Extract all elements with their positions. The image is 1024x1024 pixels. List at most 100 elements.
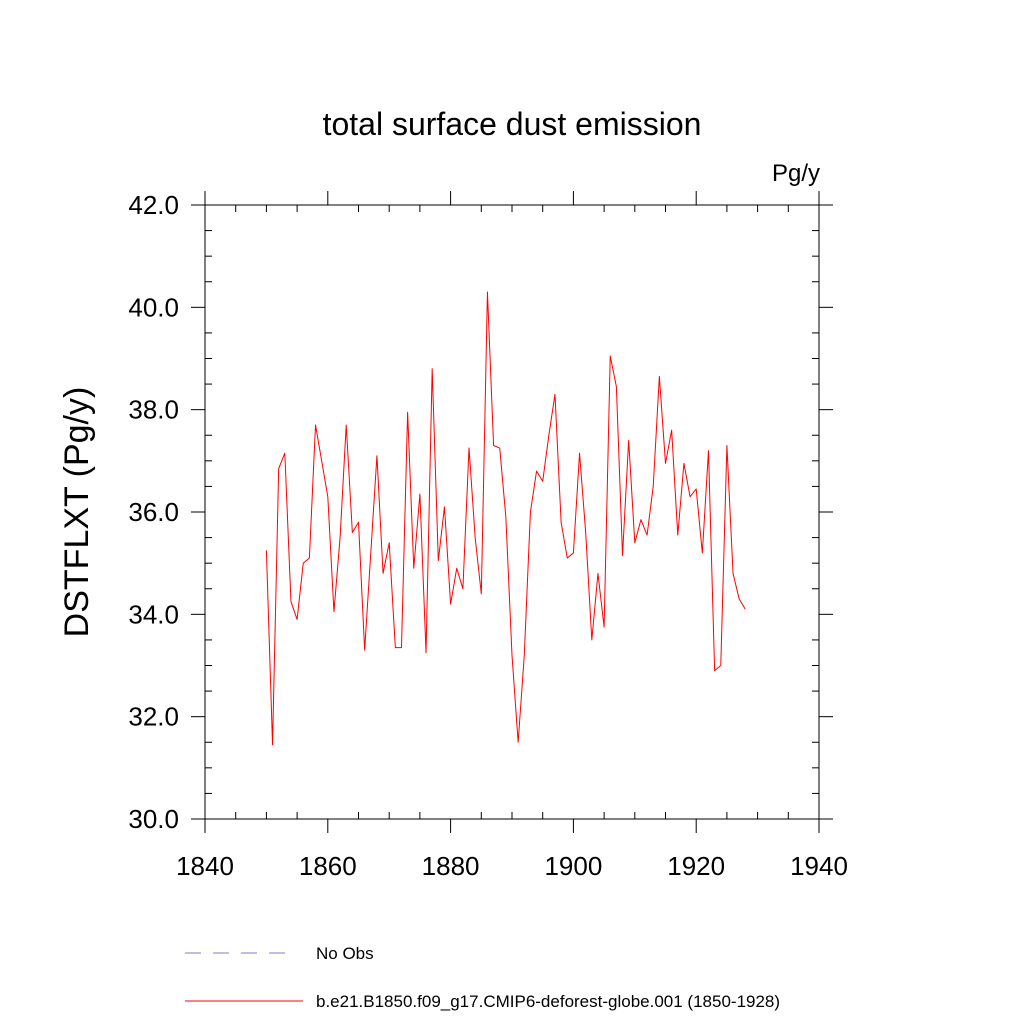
data-point-1874 (413, 567, 415, 569)
data-point-1927 (738, 598, 740, 600)
x-tick-label: 1860 (299, 851, 357, 881)
data-point-1908 (621, 554, 623, 556)
data-point-1868 (376, 455, 378, 457)
data-point-1863 (345, 424, 347, 426)
data-point-1895 (542, 480, 544, 482)
data-point-1915 (664, 462, 666, 464)
data-point-1866 (363, 649, 365, 651)
x-tick-label: 1900 (544, 851, 602, 881)
data-point-1865 (357, 521, 359, 523)
data-point-1921 (701, 552, 703, 554)
data-point-1917 (677, 534, 679, 536)
data-point-1906 (609, 355, 611, 357)
x-tick-label: 1940 (790, 851, 848, 881)
data-point-1916 (670, 429, 672, 431)
data-point-1892 (523, 654, 525, 656)
data-point-1860 (327, 495, 329, 497)
data-point-1873 (406, 411, 408, 413)
x-tick-label: 1840 (176, 851, 234, 881)
legend-model-label: b.e21.B1850.f09_g17.CMIP6-deforest-globe… (316, 992, 780, 1011)
data-point-1919 (689, 495, 691, 497)
plot-frame (204, 204, 820, 820)
data-point-1857 (308, 557, 310, 559)
axis-ticks (191, 191, 833, 833)
y-tick-label: 32.0 (128, 702, 179, 732)
data-point-1918 (683, 462, 685, 464)
data-point-1858 (314, 424, 316, 426)
data-point-1890 (511, 654, 513, 656)
data-point-1871 (394, 646, 396, 648)
y-tick-label: 42.0 (128, 190, 179, 220)
data-point-1876 (425, 652, 427, 654)
data-point-1881 (456, 567, 458, 569)
data-point-1851 (271, 744, 273, 746)
data-point-1891 (517, 741, 519, 743)
data-point-1888 (499, 447, 501, 449)
data-point-1901 (578, 452, 580, 454)
data-point-1926 (732, 572, 734, 574)
data-point-1913 (652, 485, 654, 487)
units-label: Pg/y (772, 160, 820, 187)
data-point-1879 (443, 506, 445, 508)
tick-labels: 1840 1860 1880 1900 1920 1940 30.0 32.0 34.0 36.0… (128, 190, 848, 881)
data-point-1885 (480, 593, 482, 595)
data-point-1894 (535, 470, 537, 472)
data-point-1911 (640, 518, 642, 520)
y-tick-label: 34.0 (128, 599, 179, 629)
data-point-1900 (572, 552, 574, 554)
data-point-1887 (492, 444, 494, 446)
data-point-1869 (382, 572, 384, 574)
data-point-1852 (277, 467, 279, 469)
data-point-1850 (265, 549, 267, 551)
chart-title: total surface dust emission (323, 106, 702, 142)
data-point-1886 (486, 291, 488, 293)
data-point-1914 (658, 375, 660, 377)
legend-no-obs-label: No Obs (316, 944, 374, 963)
data-point-1924 (720, 664, 722, 666)
data-point-1882 (462, 588, 464, 590)
data-point-1896 (548, 434, 550, 436)
data-series-line (265, 291, 746, 746)
data-point-1904 (597, 572, 599, 574)
data-point-1853 (284, 452, 286, 454)
data-point-1923 (713, 669, 715, 671)
data-point-1897 (554, 393, 556, 395)
data-point-1925 (726, 444, 728, 446)
data-point-1909 (627, 439, 629, 441)
y-tick-label: 40.0 (128, 292, 179, 322)
data-point-1854 (290, 600, 292, 602)
x-tick-label: 1880 (422, 851, 480, 881)
data-point-1905 (603, 626, 605, 628)
data-point-1870 (388, 542, 390, 544)
data-point-1928 (744, 608, 746, 610)
y-tick-label: 30.0 (128, 804, 179, 834)
data-point-1880 (449, 603, 451, 605)
data-point-1912 (646, 534, 648, 536)
y-axis-label: DSTFLXT (Pg/y) (58, 387, 96, 638)
data-point-1864 (351, 531, 353, 533)
data-point-1867 (370, 552, 372, 554)
y-tick-label: 36.0 (128, 497, 179, 527)
data-point-1859 (320, 460, 322, 462)
data-point-1893 (529, 511, 531, 513)
data-point-1899 (566, 557, 568, 559)
data-point-1922 (707, 449, 709, 451)
data-point-1903 (591, 639, 593, 641)
data-point-1877 (431, 368, 433, 370)
data-point-1856 (302, 562, 304, 564)
data-point-1861 (333, 611, 335, 613)
data-point-1855 (296, 618, 298, 620)
data-point-1862 (339, 536, 341, 538)
data-point-1889 (505, 516, 507, 518)
data-point-1898 (560, 521, 562, 523)
data-point-1902 (584, 531, 586, 533)
data-point-1920 (695, 488, 697, 490)
data-point-1910 (634, 542, 636, 544)
data-point-1884 (474, 536, 476, 538)
data-point-1883 (468, 447, 470, 449)
x-tick-label: 1920 (667, 851, 725, 881)
y-tick-label: 38.0 (128, 395, 179, 425)
data-point-1875 (419, 493, 421, 495)
data-point-1878 (437, 559, 439, 561)
